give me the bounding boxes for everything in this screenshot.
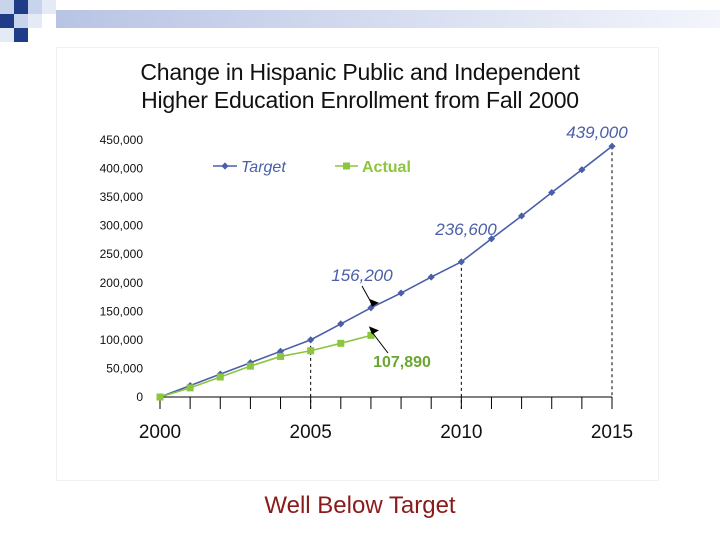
target-point (307, 336, 315, 344)
annotation-label: 236,600 (434, 220, 497, 239)
y-tick-label: 150,000 (100, 304, 144, 318)
reference-lines-group (310, 146, 613, 409)
actual-point (307, 347, 315, 355)
top-gradient-bar (56, 10, 720, 28)
actual-point (156, 393, 164, 401)
x-tick-label: 2000 (139, 422, 181, 443)
target-point (548, 188, 556, 197)
annotations-group: 439,000 236,600 156,200 107,890 (331, 123, 628, 371)
actual-point (246, 362, 254, 370)
annotation-label: 156,200 (331, 266, 393, 285)
target-point (578, 166, 586, 174)
legend-label: Target (241, 159, 286, 176)
series-line-target (159, 145, 613, 398)
y-tick-label: 300,000 (100, 219, 144, 233)
chart-title: Change in Hispanic Public and Independen… (0, 58, 720, 114)
y-tick-label: 0 (136, 390, 143, 404)
x-tick-label: 2010 (440, 422, 482, 443)
target-point (457, 258, 465, 266)
annotation-arrow (372, 333, 389, 354)
legend-marker (343, 162, 350, 170)
target-point (337, 320, 345, 328)
title-line-2: Higher Education Enrollment from Fall 20… (141, 87, 579, 113)
target-point (518, 212, 526, 220)
title-line-1: Change in Hispanic Public and Independen… (140, 59, 580, 85)
y-tick-label: 200,000 (100, 276, 144, 290)
y-tick-label: 450,000 (100, 133, 144, 147)
slide-corner-decoration (0, 0, 56, 42)
annotation-label: 107,890 (373, 354, 431, 371)
footer-caption: Well Below Target (264, 492, 456, 519)
x-tick-label: 2005 (290, 422, 332, 443)
legend: Target Actual (213, 159, 411, 176)
chart-panel (57, 48, 658, 480)
legend-label: Actual (362, 159, 411, 176)
annotation-label: 439,000 (566, 123, 628, 142)
target-point (487, 235, 496, 243)
actual-point (216, 373, 224, 381)
y-tick-label: 100,000 (100, 333, 144, 347)
y-tick-label: 250,000 (100, 247, 144, 261)
actual-point (186, 384, 194, 392)
y-tick-label: 50,000 (106, 361, 143, 375)
target-point (367, 304, 375, 312)
x-tick-label: 2015 (591, 422, 633, 443)
series-group (156, 142, 616, 401)
target-point (427, 273, 435, 281)
target-point (608, 142, 616, 150)
y-tick-label: 350,000 (100, 190, 144, 204)
annotation-arrowhead (368, 298, 379, 307)
actual-point (277, 352, 285, 360)
annotation-arrowhead (368, 326, 379, 335)
actual-point (337, 339, 345, 347)
series-line-actual (159, 334, 372, 398)
axes-group: 0 50,000 100,000 150,000 200,000 250,000 300,0… (100, 133, 634, 443)
target-point (397, 289, 405, 297)
y-tick-label: 400,000 (100, 162, 144, 176)
legend-marker (221, 162, 229, 170)
actual-point (367, 331, 375, 339)
